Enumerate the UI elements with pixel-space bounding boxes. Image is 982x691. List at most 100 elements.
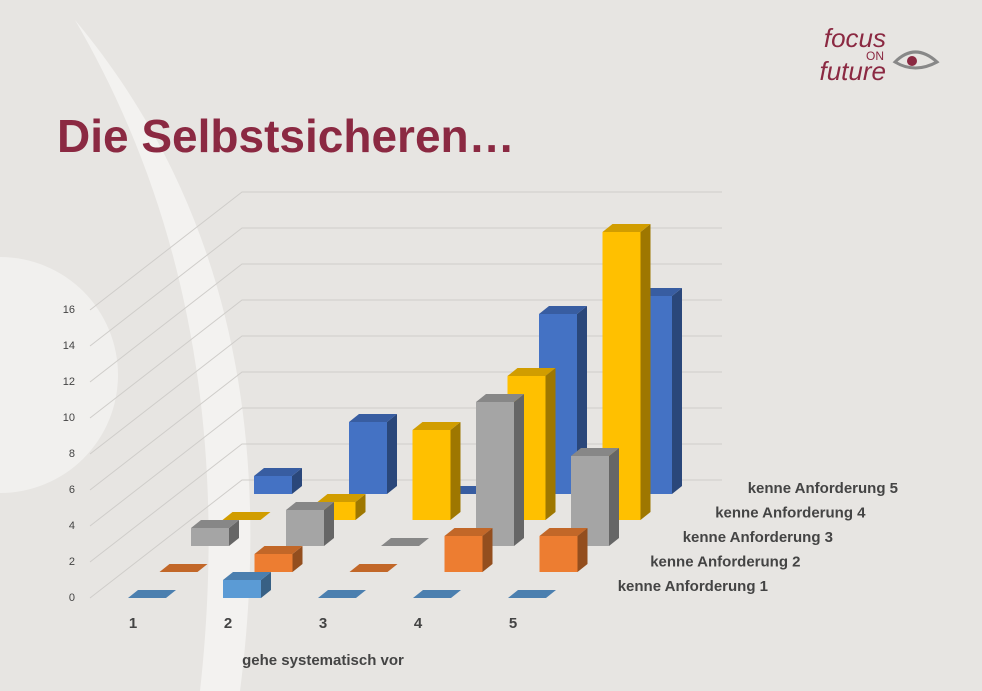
bar-top (413, 590, 461, 598)
bar-top (476, 394, 524, 402)
bar-top (444, 528, 493, 536)
y-tick-label: 6 (69, 484, 75, 496)
bar-side (387, 414, 397, 494)
y-tick-label: 16 (63, 304, 75, 316)
bar-side (261, 572, 271, 598)
bar-front (254, 476, 292, 494)
bar-front (444, 536, 483, 572)
bar-top (602, 224, 651, 232)
bar-top (254, 468, 302, 476)
decor-curve (75, 20, 251, 691)
bar (286, 502, 334, 546)
bar-top (223, 572, 271, 580)
bar (412, 422, 461, 520)
bar (349, 564, 398, 572)
bar-side (640, 224, 651, 520)
bar-side (229, 520, 239, 546)
bar (318, 590, 366, 598)
y-tick-label: 2 (69, 556, 75, 568)
series-label: kenne Anforderung 2 (650, 553, 800, 570)
grid-line (89, 299, 722, 419)
bar-side (292, 546, 303, 572)
chart-title: Die Selbstsicheren… (57, 110, 515, 162)
bar (349, 414, 397, 494)
bar (476, 394, 524, 546)
y-tick-label: 0 (69, 592, 75, 604)
bar (254, 468, 302, 494)
bar-top (159, 564, 208, 572)
x-tick-label: 4 (414, 615, 423, 632)
y-tick-label: 14 (63, 340, 75, 352)
bar-front (476, 402, 514, 546)
bar (223, 572, 271, 598)
bar-top (349, 564, 398, 572)
bar-side (450, 422, 461, 520)
y-tick-label: 4 (69, 520, 75, 532)
x-tick-label: 5 (509, 615, 517, 632)
bar (444, 528, 493, 572)
bar-side (355, 494, 366, 520)
bar-front (286, 510, 324, 546)
x-axis-label: gehe systematisch vor (242, 652, 404, 669)
bar (508, 590, 556, 598)
bar-front (349, 422, 387, 494)
bar-side (324, 502, 334, 546)
logo-pupil (907, 56, 917, 66)
bar-top (381, 538, 429, 546)
grid-line (89, 227, 722, 347)
bar (381, 538, 429, 546)
bar-side (514, 394, 524, 546)
bar-top (539, 528, 588, 536)
bar-side (577, 306, 587, 494)
grid-line (89, 191, 722, 311)
x-tick-label: 2 (224, 615, 232, 632)
decor-circle (0, 257, 118, 493)
x-tick-label: 3 (319, 615, 327, 632)
logo-text: future (820, 56, 887, 86)
logo-text: ON (866, 49, 884, 63)
bar-top (412, 422, 461, 430)
bar-top (128, 590, 176, 598)
series-label: kenne Anforderung 3 (683, 529, 833, 546)
bar-side (672, 288, 682, 494)
grid-line (89, 263, 722, 383)
bar-side (609, 448, 619, 546)
bar-top (508, 590, 556, 598)
x-tick-label: 1 (129, 615, 137, 632)
bar (128, 590, 176, 598)
bar (222, 512, 271, 520)
bar-top (317, 494, 366, 502)
bar (254, 546, 303, 572)
bar (413, 590, 461, 598)
y-tick-label: 8 (69, 448, 75, 460)
bar-top (507, 368, 556, 376)
y-tick-label: 10 (63, 412, 75, 424)
bar-front (223, 580, 261, 598)
bar-top (539, 306, 587, 314)
logo-text: focus (824, 23, 886, 53)
bar-top (349, 414, 397, 422)
bar-side (292, 468, 302, 494)
y-tick-label: 12 (63, 376, 75, 388)
bar-top (254, 546, 303, 554)
bar-top (571, 448, 619, 456)
bar-top (191, 520, 239, 528)
bar (191, 520, 239, 546)
series-label: kenne Anforderung 1 (618, 578, 768, 595)
bar-top (318, 590, 366, 598)
bar-front (191, 528, 229, 546)
bar-top (222, 512, 271, 520)
bar-front (539, 536, 578, 572)
series-label: kenne Anforderung 5 (748, 480, 898, 497)
series-label: kenne Anforderung 4 (715, 504, 866, 521)
bar-front (254, 554, 293, 572)
logo-eye (892, 50, 940, 70)
bar-side (482, 528, 493, 572)
bar-top (286, 502, 334, 510)
bar-side (545, 368, 556, 520)
bar (159, 564, 208, 572)
bar (539, 528, 588, 572)
bar-front (412, 430, 451, 520)
